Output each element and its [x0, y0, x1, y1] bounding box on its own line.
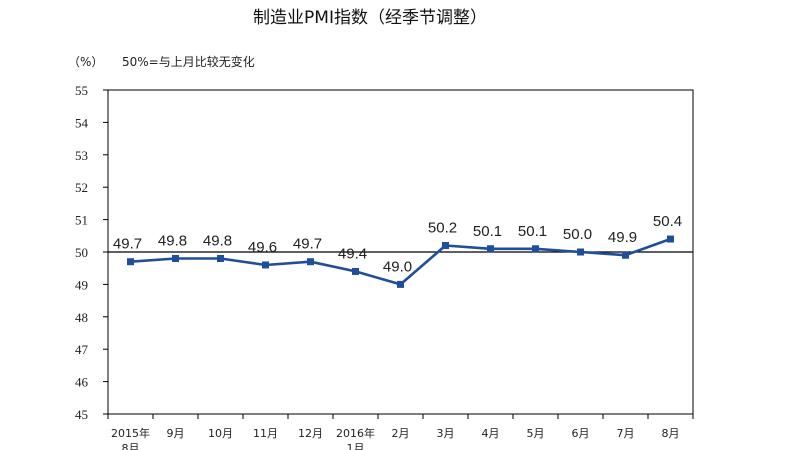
reference-note: 50%=与上月比较无变化	[122, 54, 255, 69]
data-label: 49.6	[248, 239, 277, 256]
x-tick-label: 9月	[167, 427, 185, 440]
data-label: 49.0	[383, 258, 412, 275]
x-tick-label: 3月	[437, 427, 455, 440]
data-point	[397, 280, 404, 288]
data-point	[127, 258, 134, 266]
data-point	[262, 261, 269, 269]
x-axis: 2015年 8月 9月 10月 11月 12月 2016年 1月 2月 3月 4月 5月 6月 7月 8月	[107, 414, 694, 450]
x-tick-label: 8月	[662, 427, 680, 440]
data-labels: 49.7 49.8 49.8 49.6 49.7 49.4 49.0 50.2 50.1 50.1…	[113, 213, 682, 275]
x-tick-label: 2015年 8月	[111, 426, 150, 450]
x-tick-label: 10月	[208, 427, 233, 440]
data-label: 49.9	[608, 229, 637, 246]
y-tick-label: 45	[75, 407, 88, 422]
x-tick-label: 2016年 1月	[336, 426, 375, 450]
y-tick-label: 49	[75, 277, 88, 292]
y-tick-label: 46	[75, 375, 89, 390]
x-tick-label: 6月	[572, 427, 590, 440]
data-point	[622, 251, 629, 259]
x-tick-label: 2月	[392, 427, 410, 440]
y-tick-label: 55	[75, 83, 88, 98]
data-label: 49.8	[203, 232, 232, 249]
data-label: 50.2	[428, 220, 457, 237]
y-axis: 45 46 47 48 49 50 51 52 53 54 55	[75, 83, 108, 422]
data-label: 49.8	[158, 232, 187, 249]
data-label: 50.1	[518, 223, 547, 240]
data-point	[217, 254, 224, 262]
data-point	[352, 267, 359, 275]
data-label: 49.4	[338, 245, 367, 262]
data-label: 50.0	[563, 226, 592, 243]
data-point	[442, 242, 449, 250]
chart-title: 制造业PMI指数（经季节调整）	[253, 8, 487, 28]
x-tick-label: 11月	[253, 427, 278, 440]
series-markers	[127, 235, 674, 288]
data-label: 50.4	[653, 213, 682, 230]
y-tick-label: 47	[75, 342, 89, 357]
x-tick-label: 12月	[298, 427, 323, 440]
y-tick-label: 48	[75, 310, 88, 325]
data-point	[577, 248, 584, 256]
data-label: 49.7	[113, 236, 142, 253]
y-tick-label: 54	[75, 115, 89, 130]
data-label: 49.7	[293, 236, 322, 253]
data-point	[487, 245, 494, 253]
data-point	[172, 254, 179, 262]
y-tick-label: 52	[75, 180, 88, 195]
y-tick-label: 51	[75, 213, 88, 228]
x-tick-label: 7月	[617, 427, 635, 440]
y-tick-label: 53	[75, 148, 88, 163]
data-label: 50.1	[473, 223, 502, 240]
y-tick-label: 50	[75, 245, 88, 260]
data-point	[532, 245, 539, 253]
data-point	[307, 258, 314, 266]
data-point	[667, 235, 674, 243]
x-tick-label: 5月	[527, 427, 545, 440]
x-tick-label: 4月	[482, 427, 500, 440]
y-unit-label: （%）	[68, 55, 103, 69]
